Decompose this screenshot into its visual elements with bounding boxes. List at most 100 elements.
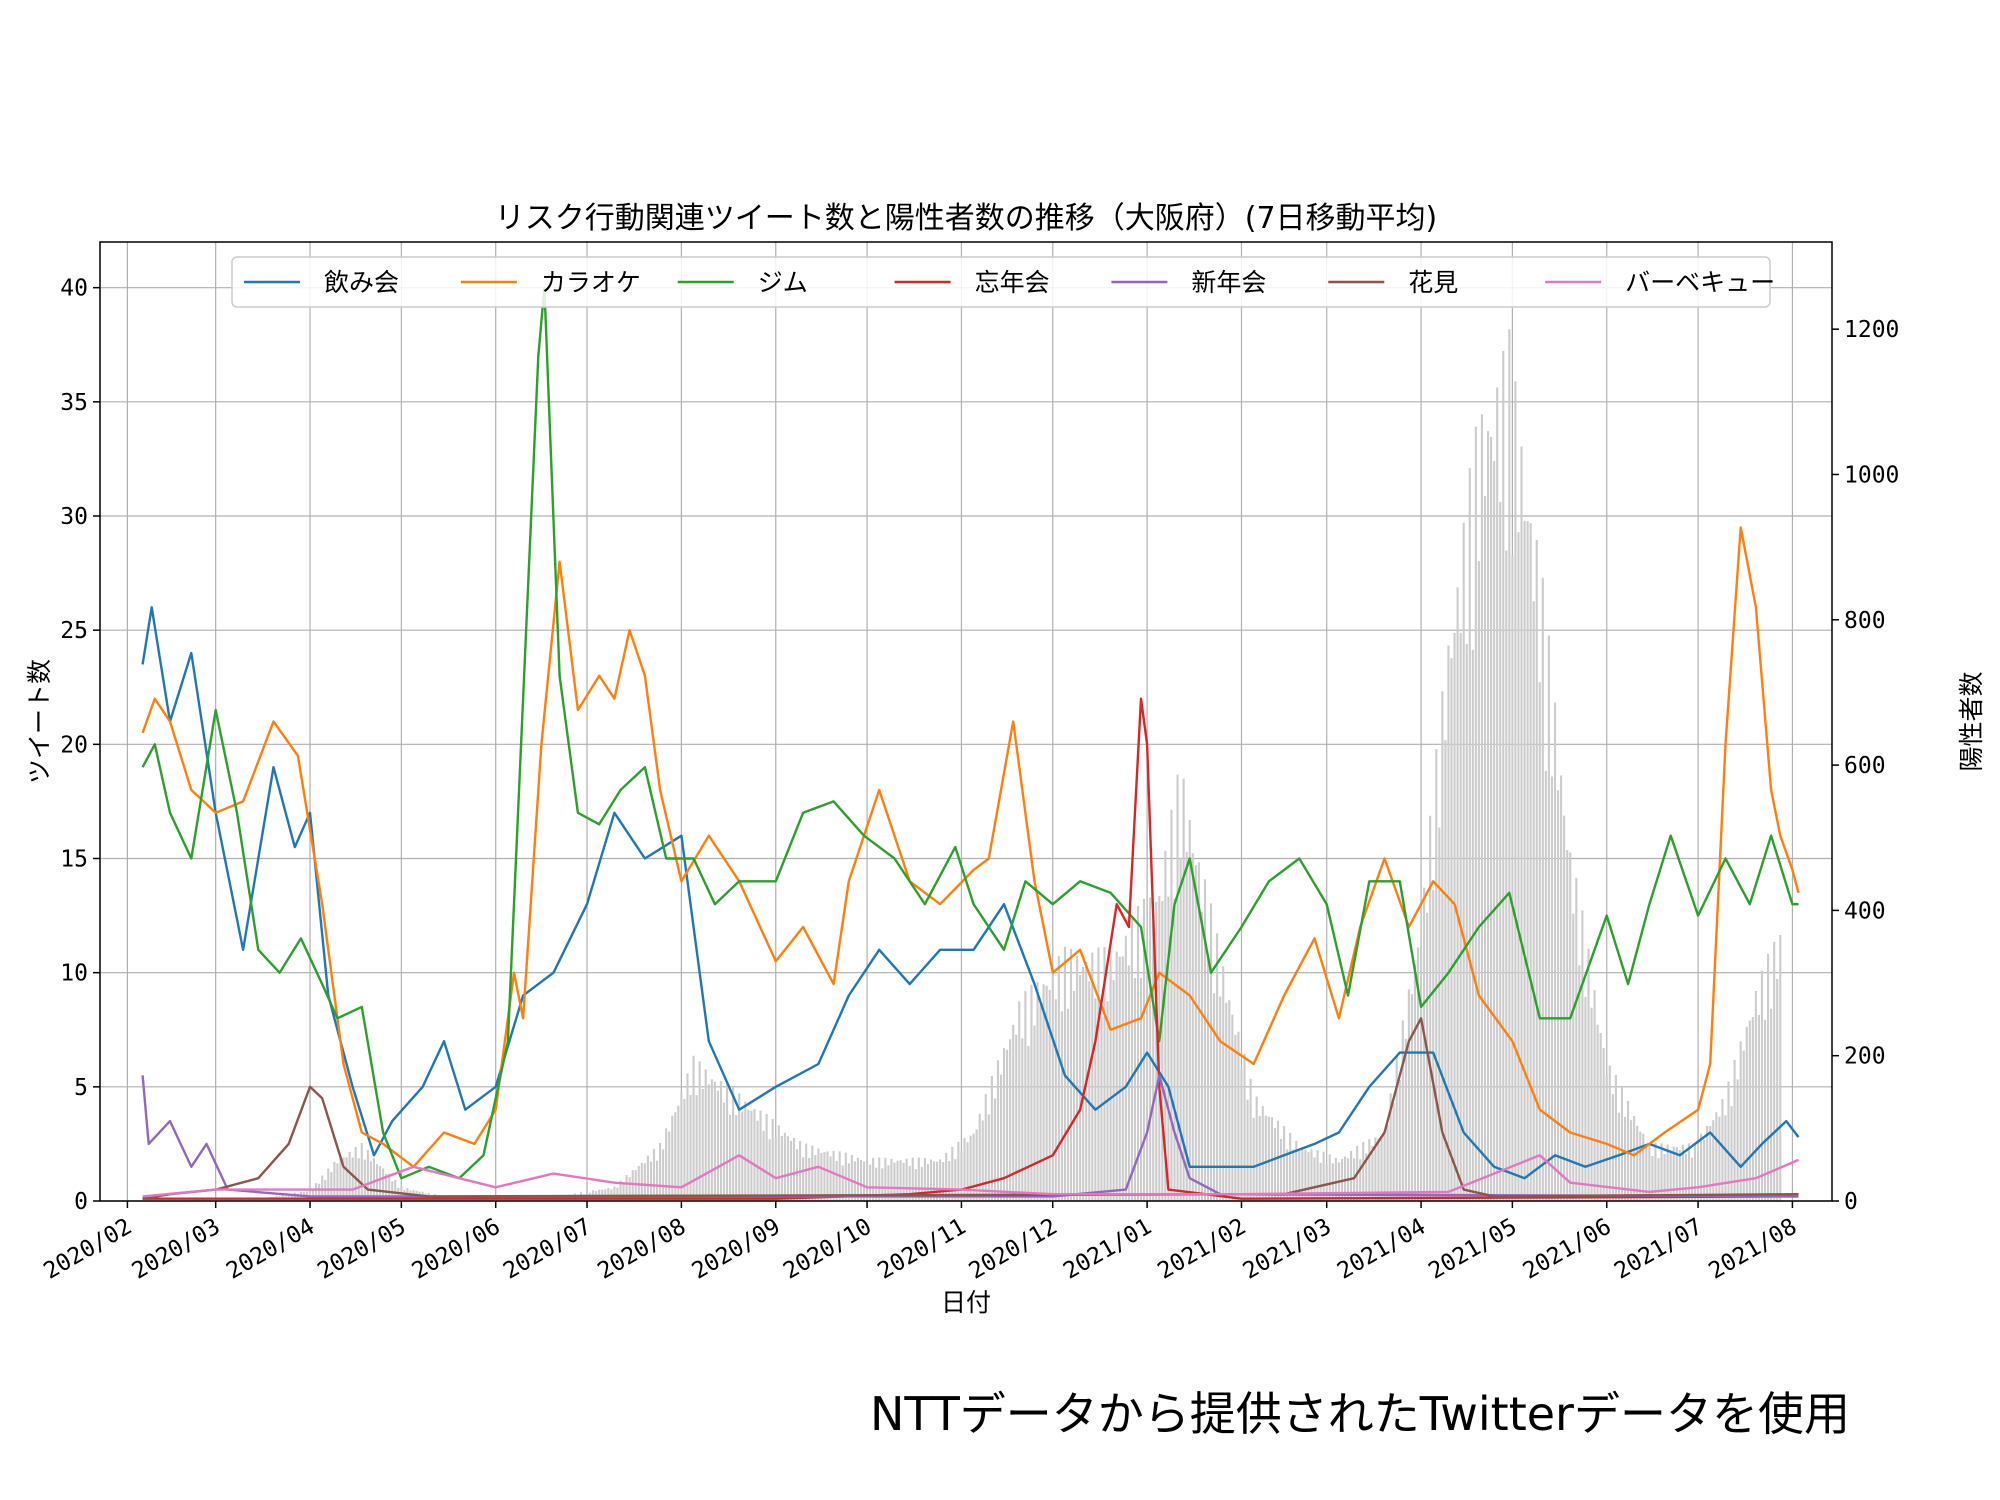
case-bar: [975, 1129, 978, 1201]
case-bar: [1368, 1139, 1371, 1201]
y2-tick-label: 0: [1844, 1189, 1858, 1215]
case-bar: [1197, 862, 1200, 1201]
case-bar: [1614, 1074, 1617, 1201]
x-tick-label: 2021/03: [1239, 1214, 1336, 1285]
case-bar: [1413, 964, 1417, 1201]
case-bar: [296, 1193, 299, 1201]
case-bar: [1045, 985, 1048, 1201]
case-bar: [1587, 948, 1590, 1201]
case-bar: [893, 1162, 896, 1201]
case-bar: [923, 1158, 926, 1201]
case-bar: [993, 1098, 996, 1201]
case-bar: [783, 1132, 786, 1201]
case-bar: [1143, 898, 1146, 1201]
case-bar: [254, 1198, 257, 1201]
case-bar: [1109, 951, 1112, 1201]
case-bar: [1432, 889, 1435, 1201]
case-bar: [1009, 1039, 1012, 1201]
case-bar: [1584, 997, 1587, 1201]
case-bar: [1742, 1050, 1745, 1201]
y2-tick-label: 1000: [1844, 462, 1899, 488]
case-bar: [619, 1180, 622, 1201]
case-bar: [1279, 1139, 1283, 1201]
case-bar: [878, 1157, 881, 1201]
case-bar: [1547, 635, 1550, 1201]
case-bar: [1124, 935, 1127, 1201]
case-bar: [1715, 1112, 1718, 1201]
case-bar: [1736, 1079, 1739, 1201]
x-tick-label: 2021/01: [1059, 1214, 1156, 1285]
y-tick-label: 0: [74, 1189, 88, 1215]
case-bar: [1471, 649, 1474, 1201]
case-bar: [1200, 911, 1203, 1201]
case-bar: [1538, 682, 1541, 1201]
case-bar: [1441, 691, 1444, 1201]
case-bar: [1517, 532, 1520, 1201]
case-bar: [881, 1168, 884, 1201]
series-line: [141, 526, 1800, 1169]
case-bar: [455, 1199, 458, 1201]
case-bar: [1334, 1157, 1337, 1201]
case-bar: [1690, 1157, 1694, 1201]
case-bar: [238, 1199, 242, 1201]
case-bar: [805, 1143, 808, 1201]
case-bar: [1048, 990, 1051, 1201]
case-bar: [1039, 1004, 1042, 1201]
case-bar: [1219, 996, 1222, 1201]
case-bar: [1438, 827, 1441, 1201]
case-bar: [936, 1161, 939, 1201]
case-bar: [1006, 1049, 1009, 1201]
case-bar: [829, 1156, 832, 1201]
case-bar: [315, 1183, 318, 1201]
case-bar: [351, 1157, 354, 1201]
case-bar: [875, 1167, 878, 1201]
case-bar: [835, 1160, 838, 1201]
series-line: [142, 1154, 1799, 1198]
case-bar: [646, 1155, 649, 1201]
case-bar: [1255, 1096, 1258, 1201]
case-bar: [832, 1150, 835, 1201]
case-bar: [957, 1141, 960, 1201]
case-bar: [1115, 951, 1118, 1201]
case-bar: [1754, 991, 1757, 1201]
case-bar: [759, 1110, 762, 1201]
case-bar: [1581, 910, 1584, 1201]
case-bar: [1130, 918, 1133, 1201]
case-bar: [655, 1160, 659, 1201]
legend-label: 新年会: [1191, 268, 1266, 297]
case-bar: [1678, 1149, 1681, 1201]
case-bar: [1550, 776, 1554, 1201]
case-bar: [1712, 1120, 1715, 1201]
case-bar: [1292, 1149, 1295, 1201]
case-bar: [1051, 969, 1054, 1201]
x-tick-label: 2020/09: [688, 1214, 785, 1285]
case-bar: [1468, 468, 1471, 1202]
case-bar: [1249, 1078, 1252, 1201]
case-bar: [1170, 809, 1173, 1201]
x-tick-label: 2021/05: [1424, 1214, 1521, 1285]
case-bar: [1596, 1024, 1599, 1201]
case-bar: [1608, 1065, 1611, 1201]
case-bar: [972, 1133, 975, 1201]
case-bar: [744, 1101, 747, 1201]
case-bar: [789, 1140, 793, 1201]
case-bar: [1459, 632, 1462, 1201]
case-bar: [1307, 1152, 1310, 1201]
case-bar: [1575, 877, 1578, 1201]
case-bar: [1088, 981, 1091, 1201]
case-bar: [1529, 523, 1532, 1201]
case-bar: [1523, 520, 1526, 1201]
case-bar: [248, 1198, 251, 1201]
case-bar: [1739, 1041, 1742, 1201]
case-bar: [1136, 905, 1140, 1201]
case-bar: [704, 1069, 707, 1201]
case-bar: [1082, 967, 1085, 1201]
case-bar: [710, 1079, 713, 1201]
case-bar: [1526, 521, 1529, 1201]
case-bar: [960, 1150, 963, 1201]
case-bar: [698, 1061, 701, 1201]
x-tick-label: 2020/02: [39, 1214, 136, 1285]
legend-box: [231, 256, 1771, 308]
case-bar: [674, 1112, 677, 1201]
legend-label: 花見: [1408, 268, 1458, 297]
